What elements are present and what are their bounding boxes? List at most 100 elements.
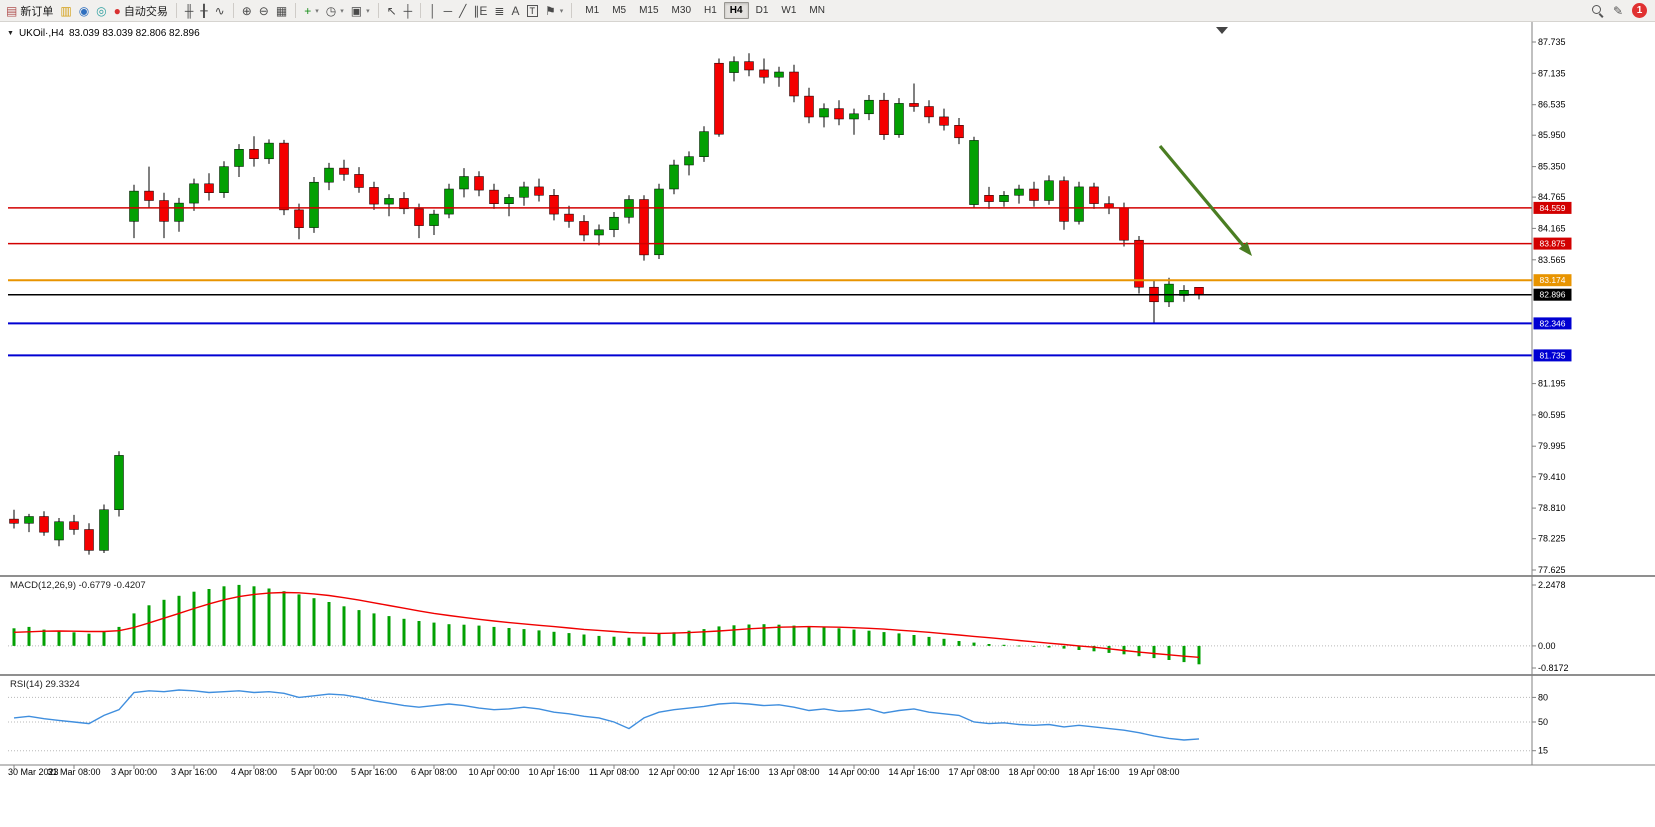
price-scale-label: 87.735 <box>1538 37 1566 47</box>
timeframe-m5[interactable]: M5 <box>612 5 627 16</box>
auto-trading-button[interactable]: ● 自动交易 <box>111 2 171 20</box>
zoom-in-button[interactable]: ⊕ <box>239 2 255 20</box>
svg-text:82.346: 82.346 <box>1540 318 1566 328</box>
text-label-button[interactable]: T <box>524 2 542 20</box>
timeframe-m15[interactable]: M15 <box>639 5 659 16</box>
price-scale-label: 85.950 <box>1538 130 1566 140</box>
chart-canvas[interactable]: 87.735 87.135 86.535 85.950 85.350 84.765 84.1… <box>0 22 1655 827</box>
macd-indicator-label: MACD(12,26,9) -0.6779 -0.4207 <box>10 580 146 591</box>
time-axis-label: 14 Apr 00:00 <box>828 767 879 777</box>
time-axis-label: 10 Apr 16:00 <box>528 767 579 777</box>
price-scale-label: 85.350 <box>1538 162 1566 172</box>
price-scale-label: 80.595 <box>1538 410 1566 420</box>
trend-arrow-annotation[interactable] <box>1158 144 1252 256</box>
trendline-button[interactable]: ╱ <box>456 2 469 20</box>
chart-shift-marker <box>1216 27 1228 34</box>
svg-text:50: 50 <box>1538 717 1548 727</box>
new-order-button-label: 新订单 <box>20 5 54 18</box>
svg-text:80: 80 <box>1538 692 1548 702</box>
svg-text:83.875: 83.875 <box>1540 239 1566 249</box>
indicators-button[interactable]: + ▾ <box>301 2 322 20</box>
chart-collapse-icon[interactable]: ▼ <box>7 30 14 37</box>
toolbar-separator <box>377 3 379 18</box>
chart-profiles-icon: ▥ <box>60 3 72 18</box>
timeframe-h4[interactable]: H4 <box>723 2 749 19</box>
price-tag <box>1533 201 1572 214</box>
chevron-down-icon[interactable]: ▾ <box>366 7 370 15</box>
chart-profiles-button[interactable]: ▥ <box>57 2 74 20</box>
svg-text:0.00: 0.00 <box>1538 641 1556 651</box>
horizontal-line-icon: ─ <box>443 3 453 18</box>
time-axis-label: 5 Apr 00:00 <box>291 767 337 777</box>
price-tag <box>1533 288 1572 301</box>
price-scale-label: 86.535 <box>1538 100 1566 110</box>
time-axis-label: 12 Apr 16:00 <box>708 767 759 777</box>
cursor-button[interactable]: ↖ <box>384 2 400 20</box>
equidistant-channel-button[interactable]: ∥E <box>470 2 490 20</box>
chart-symbol-header: ▼ UKOil·,H4 83.039 83.039 82.806 82.896 <box>7 28 200 39</box>
bar-chart-icon: ╫ <box>184 3 194 18</box>
crosshair-button[interactable]: ┼ <box>401 2 416 20</box>
time-axis-label: 6 Apr 08:00 <box>411 767 457 777</box>
trendline-icon: ╱ <box>459 3 467 18</box>
timeframe-m30[interactable]: M30 <box>671 5 691 16</box>
arrows-icon: ⚑ <box>545 3 556 18</box>
chevron-down-icon[interactable]: ▾ <box>340 7 344 15</box>
new-order-button[interactable]: ▤ 新订单 <box>3 2 56 20</box>
time-axis-label: 17 Apr 08:00 <box>948 767 999 777</box>
line-chart-button[interactable]: ∿ <box>212 2 228 20</box>
price-tag <box>1533 237 1572 250</box>
chevron-down-icon[interactable]: ▾ <box>559 7 564 15</box>
time-axis-label: 4 Apr 08:00 <box>231 767 277 777</box>
edit-icon[interactable]: ✎ <box>1612 3 1623 18</box>
zoom-in-icon: ⊕ <box>241 3 252 18</box>
timeframe-h1[interactable]: H1 <box>704 5 717 16</box>
text-icon: A <box>511 3 520 18</box>
periods-icon: ◷ <box>325 3 337 18</box>
time-axis-label: 18 Apr 16:00 <box>1068 767 1119 777</box>
time-axis-label: 3 Apr 16:00 <box>171 767 217 777</box>
time-axis-label: 14 Apr 16:00 <box>888 767 939 777</box>
notification-badge[interactable]: 1 <box>1632 3 1647 18</box>
tile-windows-button[interactable]: ▦ <box>273 2 290 20</box>
market-watch-button[interactable]: ◉ <box>76 2 92 20</box>
candlestick-chart-icon: ╂ <box>200 3 208 18</box>
price-scale-label: 77.625 <box>1538 565 1566 575</box>
fibonacci-button[interactable]: ≣ <box>491 2 507 20</box>
arrows-button[interactable]: ⚑ ▾ <box>542 2 566 20</box>
auto-trading-icon: ● <box>113 3 121 18</box>
price-scale-label: 79.410 <box>1538 472 1566 482</box>
timeframe-w1[interactable]: W1 <box>781 5 797 16</box>
zoom-out-icon: ⊖ <box>258 3 269 18</box>
price-tag <box>1533 349 1572 362</box>
price-scale[interactable]: 87.735 87.135 86.535 85.950 85.350 84.765 84.1… <box>1532 37 1566 575</box>
rsi-indicator-label: RSI(14) 29.3324 <box>10 679 80 690</box>
macd-scale: 2.2478 0.00 -0.8172 <box>1532 580 1569 673</box>
timeframe-mn[interactable]: MN <box>809 5 825 16</box>
candlestick-chart-button[interactable]: ╂ <box>197 2 210 20</box>
time-axis-label: 10 Apr 00:00 <box>468 767 519 777</box>
timeframe-m1[interactable]: M1 <box>585 5 600 16</box>
chevron-down-icon[interactable]: ▾ <box>315 7 319 15</box>
auto-trading-button-label: 自动交易 <box>123 5 168 18</box>
macd-histogram <box>12 584 1201 665</box>
price-tag <box>1533 317 1572 330</box>
search-icon[interactable] <box>1591 4 1604 17</box>
toolbar-separator <box>232 3 234 18</box>
bar-chart-button[interactable]: ╫ <box>182 2 197 20</box>
timeframe-bar: M1 M5 M15 M30 H1 H4 D1 W1 MN <box>579 2 831 19</box>
templates-button[interactable]: ▣ ▾ <box>348 2 373 20</box>
price-scale-label: 78.810 <box>1538 503 1566 513</box>
toolbar: ▤ 新订单 ▥ ◉ ◎ ● 自动交易 ╫ ╂ ∿ ⊕ ⊖ ▦ + ▾ ◷ ▾ ▣ ▾ ↖ ┼ │ ─ ╱ ∥E ≣ A T ⚑ ▾ M1 M5… <box>0 0 1655 22</box>
periods-button[interactable]: ◷ ▾ <box>323 2 347 20</box>
market-watch-icon: ◉ <box>78 3 90 18</box>
zoom-out-button[interactable]: ⊖ <box>256 2 272 20</box>
timeframe-d1[interactable]: D1 <box>755 5 769 16</box>
text-button[interactable]: A <box>508 2 522 20</box>
vertical-line-button[interactable]: │ <box>426 2 440 20</box>
horizontal-line-button[interactable]: ─ <box>441 2 456 20</box>
data-window-button[interactable]: ◎ <box>93 2 109 20</box>
price-scale-label: 84.765 <box>1538 192 1566 202</box>
